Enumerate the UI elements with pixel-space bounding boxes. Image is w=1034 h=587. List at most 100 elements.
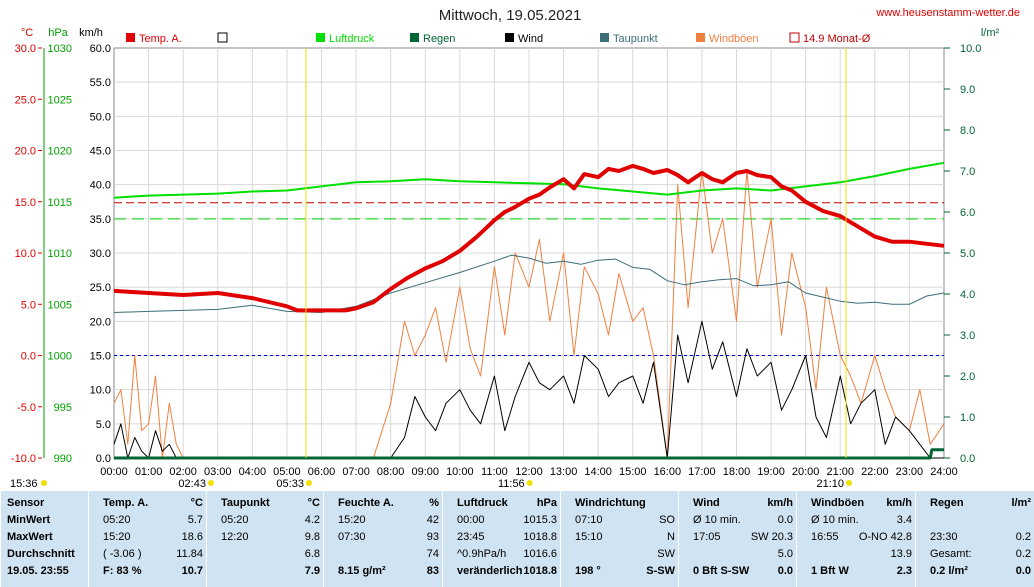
stats-row-a: Durchschnitt [7, 548, 75, 560]
stats-col-temp: Temp. A. °C 05:20 5.7 15:20 18.6 ( -3.06 ) 11.8… [88, 491, 207, 587]
stats-col-sensor: Sensor MinWert MaxWert Durchschnitt 19.05. 2… [0, 491, 89, 587]
pressure-tick-label: 1030 [48, 43, 72, 55]
legend-label: Taupunkt [613, 33, 658, 45]
stats-row: MinWert [1, 512, 89, 528]
stats-row-a: 15:20 [103, 531, 131, 543]
stats-row-b: 9.8 [304, 531, 320, 543]
stats-header-a: Wind [693, 497, 720, 509]
stats-row: 12:20 9.8 [207, 529, 324, 545]
stats-summary-b: 83 [426, 565, 439, 577]
stats-col-taupunkt: Taupunkt °C 05:20 4.2 12:20 9.8 6.8 7.9 [206, 491, 324, 587]
stats-col-regen: Regen l/m² 23:30 0.2 Gesamt: 0.2 0.2 l/m² 0.0 [915, 491, 1034, 587]
legend-label: Wind [518, 33, 543, 45]
stats-row: 00:00 1015.3 [443, 512, 561, 528]
stats-row: 23:45 1018.8 [443, 529, 561, 545]
weather-chart: Mittwoch, 19.05.2021 www.heusenstamm-wet… [10, 7, 1020, 490]
x-tick-label: 22:00 [861, 466, 889, 478]
stats-row-b: 42 [426, 514, 439, 526]
stats-row-b: 11.84 [176, 548, 203, 560]
pressure-tick-label: 995 [54, 402, 72, 414]
stats-summary-b: 0.0 [1015, 565, 1031, 577]
stats-header-a: Taupunkt [221, 497, 270, 509]
stats-row-b: 1018.8 [523, 531, 557, 543]
sunrise-dot [305, 480, 312, 486]
stats-summary-a: 19.05. 23:55 [7, 565, 69, 577]
x-tick-label: 07:00 [342, 466, 370, 478]
stats-header: Taupunkt °C [207, 495, 324, 511]
sunset-label: 21:10 [816, 478, 844, 490]
stats-header-b: hPa [536, 497, 557, 509]
rain-tick-label: 0.0 [960, 453, 975, 465]
stats-summary-b: ↑1018.8 [517, 565, 557, 577]
x-tick-label: 12:00 [515, 466, 543, 478]
stats-summary: F: 83 % 10.7 [89, 563, 207, 579]
stats-row: 05:20 4.2 [207, 512, 324, 528]
x-tick-label: 19:00 [757, 466, 785, 478]
pressure-line [113, 161, 945, 199]
site-link[interactable]: www.heusenstamm-wetter.de [875, 7, 1020, 19]
stats-summary: 198 ° S-SW [561, 563, 679, 579]
stats-summary-a: veränderlich [457, 565, 523, 577]
x-tick-label: 08:00 [377, 466, 405, 478]
stats-row: 23:30 0.2 [916, 529, 1034, 545]
stats-row: ^0.9hPa/h 1016.6 [443, 546, 561, 562]
marker_b-label: 11:56 [498, 478, 525, 490]
stats-summary-a: F: 83 % [103, 565, 142, 577]
legend-label: Temp. A. [139, 33, 182, 45]
stats-header-b: °C [190, 497, 203, 509]
stats-header: Regen l/m² [916, 495, 1034, 511]
wind-tick-label: 10.0 [90, 385, 111, 397]
legend-label: Regen [423, 33, 455, 45]
stats-row-a: 07:30 [338, 531, 366, 543]
stats-row-a: Ø 10 min. [811, 514, 859, 526]
rain-tick-label: 2.0 [960, 371, 975, 383]
stats-row: ( -3.06 ) 11.84 [89, 546, 207, 562]
stats-row: MaxWert [1, 529, 89, 545]
stats-row-b: N [667, 531, 675, 543]
stats-summary-b: 7.9 [304, 565, 320, 577]
stats-row: 17:05 SW 20.3 [679, 529, 797, 545]
stats-header-a: Windrichtung [575, 497, 646, 509]
legend-label: Luftdruck [329, 33, 375, 45]
wind-tick-label: 30.0 [90, 248, 111, 260]
stats-row: Ø 10 min. 3.4 [797, 512, 916, 528]
stats-row: 16:55 O-NO 42.8 [797, 529, 916, 545]
x-tick-label: 23:00 [896, 466, 924, 478]
time-left-dot [41, 480, 47, 486]
wind-tick-label: 45.0 [90, 146, 111, 158]
stats-col-windboeen: Windböen km/h Ø 10 min. 3.4 16:55 O-NO 42.8 13… [796, 491, 916, 587]
stats-row [916, 512, 1034, 528]
stats-row-b: 18.6 [181, 531, 203, 543]
stats-summary: 0 Bft S-SW 0.0 [679, 563, 797, 579]
x-tick-label: 17:00 [688, 466, 716, 478]
temp-tick-label: 10.0 [15, 248, 36, 260]
x-tick-label: 03:00 [204, 466, 232, 478]
x-tick-label: 01:00 [135, 466, 163, 478]
stats-row: 6.8 [207, 546, 324, 562]
stats-row-a: ( -3.06 ) [103, 548, 142, 560]
x-tick-label: 20:00 [792, 466, 820, 478]
x-tick-label: 05:00 [273, 466, 301, 478]
stats-summary: 8.15 g/m² 83 [324, 563, 443, 579]
stats-panel: Sensor MinWert MaxWert Durchschnitt 19.05. 2… [0, 491, 1034, 587]
stats-header-b: km/h [886, 497, 912, 509]
legend-swatch [600, 33, 609, 42]
stats-row-a: Gesamt: [930, 548, 972, 560]
stats-row-a: Ø 10 min. [693, 514, 741, 526]
stats-summary-b: 2.3 [896, 565, 912, 577]
legend-swatch [789, 32, 800, 43]
marker_a-label: 02:43 [178, 478, 206, 490]
stats-header-b: °C [307, 497, 320, 509]
series-layer [113, 161, 945, 460]
pressure-tick-label: 1010 [48, 248, 72, 260]
stats-row-a: 23:30 [930, 531, 958, 543]
x-tick-label: 14:00 [584, 466, 612, 478]
rain-tick-label: 10.0 [960, 43, 981, 55]
temp-unit-label: °C [21, 27, 33, 39]
stats-row-b: 0.2 [1015, 548, 1031, 560]
temp-tick-label: 30.0 [15, 43, 36, 55]
stats-header-a: Luftdruck [457, 497, 508, 509]
stats-row-b: SW 20.3 [750, 531, 793, 543]
wind-unit-label: km/h [79, 27, 103, 39]
temp-tick-label: 0.0 [21, 351, 36, 363]
